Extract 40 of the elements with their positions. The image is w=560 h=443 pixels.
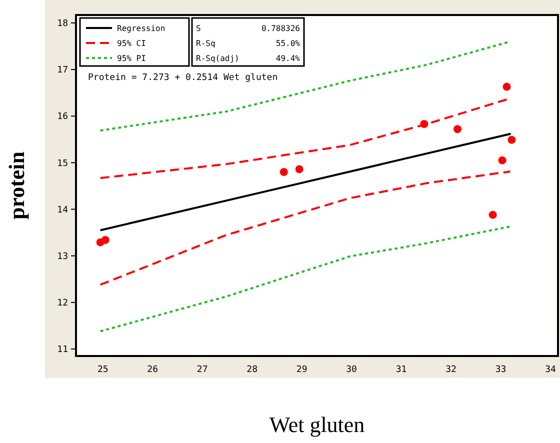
x-axis-title: Wet gluten [269,412,365,437]
point [101,236,110,244]
x-tick-label: 31 [396,365,407,375]
y-tick-label: 12 [57,298,68,309]
line-series [99,225,512,332]
line-series [99,170,512,286]
x-tick-label: 27 [196,365,208,375]
y-tick-label: 17 [57,66,68,76]
y-tick-label: 15 [57,158,68,169]
legend-label: 95% PI [117,54,146,63]
annotation: 0.788326 [261,24,300,33]
y-tick-label: 16 [57,112,68,122]
x-tick-label: 28 [246,365,258,375]
y-tick-label: 18 [57,19,68,30]
point [502,82,511,91]
x-tick-label: 30 [346,365,357,375]
x-tick-label: 26 [147,365,158,375]
legend-label: Regression [117,24,166,33]
annotation: S [196,24,201,33]
annotation: R-Sq [196,38,216,48]
x-tick-label: 32 [446,365,456,375]
y-axis-title: protein [4,151,29,220]
y-tick-label: 13 [57,252,68,262]
legend-label: 95% CI [117,38,146,48]
annotation: 55.0% [276,38,300,48]
point [498,156,506,164]
x-tick-label: 34 [545,365,556,375]
y-tick-label: 14 [57,205,68,216]
annotation: Protein = 7.273 + 0.2514 Wet gluten [88,73,278,84]
point [280,168,288,176]
point [454,125,462,134]
y-tick-label: 11 [57,345,68,356]
x-tick-label: 33 [495,365,506,375]
point [508,136,516,144]
point [295,165,304,174]
x-tick-label: 29 [296,365,308,375]
point [488,210,497,219]
x-tick-label: 25 [97,365,108,375]
annotation: 49.4% [276,54,300,63]
annotation: R-Sq(adj) [196,54,240,63]
